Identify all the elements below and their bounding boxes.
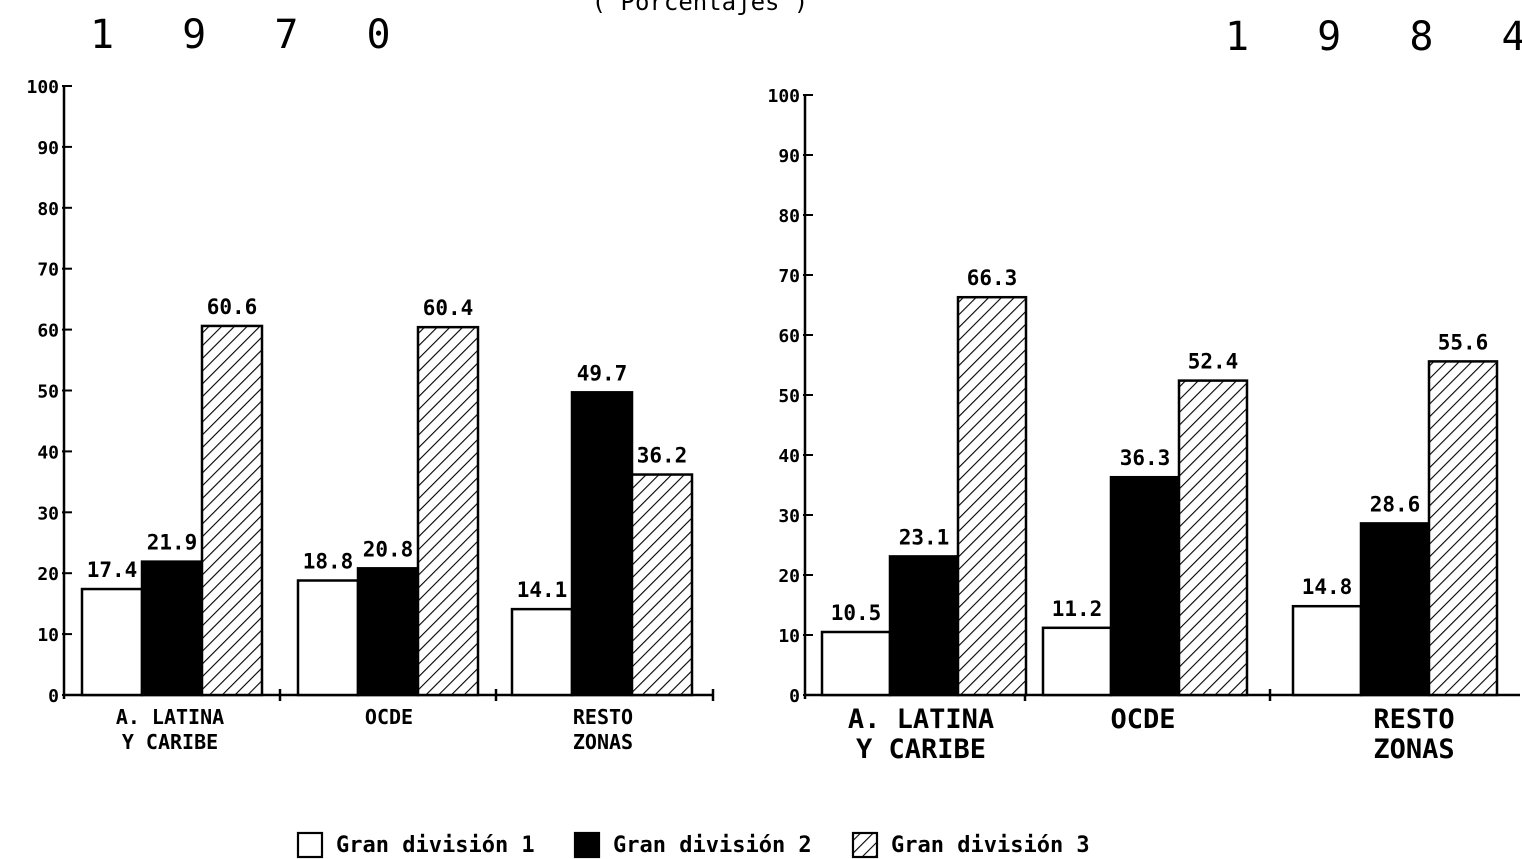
y-tick-label: 80 [37, 199, 59, 220]
y-tick-label: 80 [778, 206, 800, 227]
y-tick-label: 10 [778, 626, 800, 647]
chart-subtitle: ( Porcentajes ) [592, 0, 809, 16]
category-label: A. LATINA [116, 705, 224, 729]
bar [888, 555, 960, 697]
category-label: OCDE [1110, 704, 1175, 735]
bar [820, 630, 892, 697]
y-tick-label: 100 [767, 86, 800, 107]
bar-value-label: 21.9 [147, 531, 198, 555]
bar-value-label: 66.3 [967, 266, 1018, 290]
category-label: RESTO [573, 705, 633, 729]
chart-panel-1984: 1 9 8 4 0 10 20 30 40 50 60 70 80 90 100 10.5 23.1 66.… [767, 14, 1522, 765]
bar [356, 567, 420, 697]
bar [956, 295, 1028, 697]
bar [140, 560, 204, 697]
y-tick-label: 40 [37, 442, 59, 463]
bar-value-label: 49.7 [577, 361, 628, 385]
legend: Gran división 1 Gran división 2 Gran divis… [296, 831, 1090, 859]
y-tick-label: 10 [37, 625, 59, 646]
y-tick-label: 30 [778, 506, 800, 527]
bar [630, 473, 694, 697]
category-label: ZONAS [573, 730, 633, 754]
bar-value-label: 60.4 [423, 296, 474, 320]
bar [510, 607, 574, 697]
bar [80, 587, 144, 697]
bar [1427, 360, 1499, 697]
panel-title: 1 9 8 4 [1225, 14, 1522, 60]
category-label: ZONAS [1373, 734, 1454, 765]
bar-value-label: 52.4 [1188, 350, 1239, 374]
y-tick-label: 50 [778, 386, 800, 407]
y-tick-label: 70 [778, 266, 800, 287]
y-tick-label: 60 [37, 321, 59, 342]
legend-label: Gran división 1 [336, 833, 535, 858]
bar-value-label: 11.2 [1052, 597, 1103, 621]
y-tick-label: 100 [26, 77, 59, 98]
bar-value-label: 60.6 [207, 295, 258, 319]
bar-value-label: 55.6 [1438, 330, 1489, 354]
category-label: RESTO [1373, 704, 1454, 735]
bar [1041, 626, 1113, 697]
category-label: Y CARIBE [122, 730, 218, 754]
bar [1177, 379, 1249, 697]
panel-title: 1 9 7 0 [90, 12, 413, 58]
bar-value-label: 36.2 [637, 444, 688, 468]
bar-value-label: 14.1 [517, 578, 568, 602]
y-tick-label: 20 [37, 564, 59, 585]
chart-panel-1970: 1 9 7 0 0 10 20 30 40 50 60 70 80 90 100 17.4 21.9 60.… [26, 12, 715, 754]
bar [570, 391, 634, 697]
legend-swatch [851, 831, 879, 859]
y-tick-label: 60 [778, 326, 800, 347]
category-label: OCDE [365, 705, 413, 729]
bar [1291, 604, 1363, 697]
y-tick-label: 0 [48, 686, 59, 707]
bar-value-label: 20.8 [363, 537, 414, 561]
bar-value-label: 17.4 [87, 558, 138, 582]
bar [296, 579, 360, 697]
legend-swatch [573, 831, 601, 859]
bar [1359, 522, 1431, 697]
category-label: A. LATINA [848, 704, 994, 735]
y-tick-label: 50 [37, 382, 59, 403]
legend-label: Gran división 3 [891, 833, 1090, 858]
bar [200, 324, 264, 697]
y-tick-label: 0 [789, 686, 800, 707]
bar-value-label: 18.8 [303, 550, 354, 574]
bar [416, 325, 480, 697]
bar-value-label: 14.8 [1302, 575, 1353, 599]
y-tick-label: 40 [778, 446, 800, 467]
bar-value-label: 10.5 [831, 601, 882, 625]
y-tick-label: 90 [37, 138, 59, 159]
legend-swatch [296, 831, 324, 859]
bar-value-label: 23.1 [899, 525, 950, 549]
bar-value-label: 28.6 [1370, 492, 1421, 516]
bar [1109, 475, 1181, 697]
y-tick-label: 30 [37, 503, 59, 524]
y-tick-label: 20 [778, 566, 800, 587]
bar-value-label: 36.3 [1120, 446, 1171, 470]
y-tick-label: 90 [778, 146, 800, 167]
legend-label: Gran división 2 [613, 833, 812, 858]
category-label: Y CARIBE [856, 734, 986, 765]
y-tick-label: 70 [37, 260, 59, 281]
